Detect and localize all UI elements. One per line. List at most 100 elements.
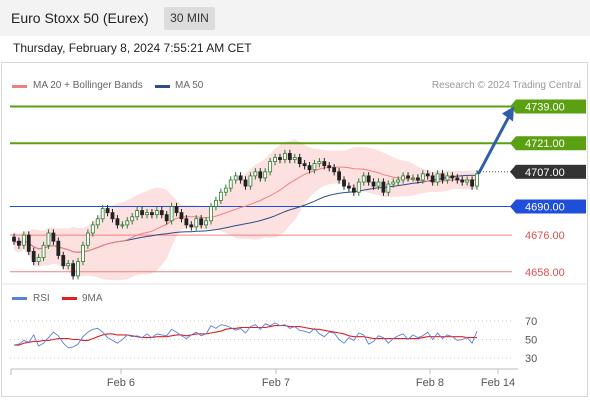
- candle-body: [51, 232, 56, 242]
- level-label-4739.00: 4739.00: [525, 102, 565, 114]
- candle-body: [71, 263, 76, 277]
- candle-body: [351, 187, 356, 193]
- candle-body: [159, 210, 164, 216]
- candle-body: [317, 161, 322, 165]
- level-label-4658.00: 4658.00: [525, 267, 565, 279]
- candle-body: [105, 208, 110, 214]
- candle-body: [36, 257, 41, 263]
- candle-body: [411, 177, 415, 180]
- candle-body: [307, 165, 312, 171]
- rsi-ma-legend-label: 9MA: [82, 293, 103, 304]
- candle-body: [61, 255, 66, 267]
- level-tag-pointer-4690.00: [510, 199, 516, 214]
- candle-body: [164, 214, 169, 222]
- candle-body: [361, 175, 366, 183]
- candle-body: [90, 224, 95, 234]
- rsi-ma-line: [14, 325, 477, 346]
- candle-body: [287, 153, 292, 160]
- candle-body: [209, 206, 213, 222]
- level-tag-pointer-4707.00: [510, 164, 516, 179]
- ma20-legend-swatch: [12, 85, 27, 88]
- rsi-tick-30: 30: [525, 353, 537, 365]
- candle-body: [174, 206, 179, 214]
- candle-body: [337, 171, 341, 181]
- candle-body: [223, 187, 228, 193]
- candle-body: [283, 153, 287, 160]
- candle-body: [445, 175, 450, 181]
- candle-body: [268, 161, 273, 173]
- timeframe-button[interactable]: 30 MIN: [164, 7, 215, 30]
- instrument-title: Euro Stoxx 50 (Eurex): [11, 10, 149, 26]
- candle-body: [120, 224, 125, 227]
- candle-body: [253, 171, 258, 177]
- candle-body: [154, 210, 159, 216]
- candle-body: [391, 181, 396, 185]
- candle-body: [243, 179, 248, 187]
- candle-body: [312, 163, 317, 171]
- candle-body: [100, 208, 105, 220]
- level-label-4707.00: 4707.00: [525, 167, 565, 179]
- candle-body: [455, 177, 460, 181]
- candle-body: [76, 261, 80, 277]
- candle-body: [31, 250, 36, 263]
- level-tag-pointer-4739.00: [510, 99, 516, 114]
- candle-body: [179, 212, 184, 220]
- candle-body: [322, 161, 327, 167]
- x-tick-label-Feb 7: Feb 7: [262, 377, 290, 389]
- candle-body: [26, 234, 31, 252]
- ma50-legend-swatch: [155, 85, 170, 88]
- candle-body: [81, 244, 85, 263]
- projection-arrowhead: [502, 106, 514, 122]
- candle-body: [228, 179, 233, 189]
- candle-body: [435, 173, 440, 183]
- candle-body: [95, 218, 100, 226]
- candle-body: [199, 218, 204, 226]
- candle-body: [440, 173, 445, 181]
- bollinger-band: [14, 139, 477, 281]
- candle-body: [273, 157, 277, 163]
- candle-body: [140, 210, 144, 216]
- candle-body: [302, 163, 307, 167]
- candle-body: [189, 224, 194, 228]
- candle-body: [214, 199, 218, 207]
- candle-body: [356, 181, 361, 193]
- candle-body: [46, 232, 51, 246]
- candle-body: [415, 177, 420, 181]
- candle-body: [21, 234, 26, 246]
- candle-body: [297, 157, 302, 165]
- candle-body: [150, 212, 154, 216]
- level-tag-4721.00: [516, 136, 586, 151]
- level-label-4690.00: 4690.00: [525, 202, 565, 214]
- rsi-tick-70: 70: [525, 316, 537, 328]
- candle-body: [475, 173, 479, 187]
- level-tag-pointer-4721.00: [510, 136, 516, 151]
- chart-frame: [1, 62, 588, 397]
- candle-body: [125, 220, 130, 226]
- candle-body: [41, 244, 46, 258]
- candle-body: [342, 179, 346, 187]
- candle-body: [110, 212, 115, 220]
- x-tick-label-Feb 14: Feb 14: [481, 377, 515, 389]
- candle-body: [12, 236, 16, 242]
- candle-body: [184, 218, 189, 226]
- timestamp: Thursday, February 8, 2024 7:55:21 AM CE…: [13, 41, 252, 55]
- candle-body: [248, 175, 253, 187]
- rsi-line: [13, 322, 478, 349]
- rsi-tick-50: 50: [525, 335, 537, 347]
- candle-body: [169, 206, 174, 222]
- candle-body: [425, 173, 430, 177]
- candle-body: [263, 171, 268, 179]
- candle-body: [278, 157, 282, 160]
- candle-body: [327, 165, 332, 169]
- candle-body: [460, 179, 465, 183]
- candle-body: [366, 175, 371, 183]
- level-tag-4707.00: [516, 164, 586, 179]
- x-tick-label-Feb 8: Feb 8: [416, 377, 444, 389]
- rsi-ma-legend-swatch: [62, 297, 77, 300]
- candle-body: [145, 212, 149, 216]
- candle-body: [238, 175, 243, 181]
- candle-body: [465, 179, 470, 183]
- candle-body: [430, 175, 435, 183]
- candle-body: [381, 181, 386, 193]
